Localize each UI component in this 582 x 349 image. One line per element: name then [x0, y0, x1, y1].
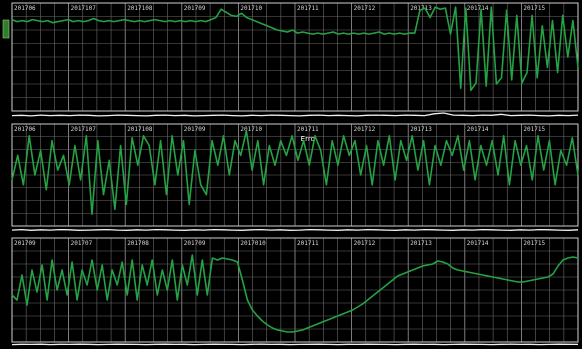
trace-line [11, 130, 579, 215]
tick-label: 201709 [184, 240, 206, 247]
tick-label: 201706 [14, 126, 36, 133]
trace-panel-1: 201706 2017107 2017108 201709 201710 201711 20… [11, 2, 579, 117]
tick-label: 2017107 [71, 5, 97, 12]
baseline-strip [11, 112, 579, 117]
tick-label: 201710 [240, 126, 262, 133]
tick-label: 2017108 [127, 5, 153, 12]
tick-label: 201711 [297, 240, 319, 247]
tick-label: 2017108 [127, 126, 153, 133]
tick-label: 201710 [240, 5, 262, 12]
tick-label: 2017107 [71, 126, 97, 133]
panel-grid [12, 3, 578, 111]
panel-grid [12, 238, 578, 342]
tick-label: 201712 [354, 5, 376, 12]
panel-frame [11, 237, 579, 343]
tick-label: 201713 [410, 240, 432, 247]
tick-label: 201715 [523, 126, 545, 133]
tick-label: 201715 [523, 240, 545, 247]
trace-panel-3: 201709 201707 201708 201709 2017010 201711 201… [11, 237, 579, 346]
tick-label: 201711 [297, 5, 319, 12]
channel-marker-icon [2, 19, 10, 39]
tick-label: 2017010 [240, 240, 266, 247]
tick-label: 201713 [410, 126, 432, 133]
baseline-strip [11, 228, 579, 231]
tick-label: 201709 [184, 5, 206, 12]
trace-line [11, 254, 579, 333]
tick-label: 201707 [71, 240, 93, 247]
tick-label: 201712 [354, 126, 376, 133]
tick-label: 201714 [467, 126, 489, 133]
tick-label: 201715 [523, 5, 545, 12]
tick-label: 201714 [467, 240, 489, 247]
tick-label: 201709 [14, 240, 36, 247]
trace-annotation: Erro [301, 135, 315, 143]
tick-label: 201712 [354, 240, 376, 247]
tick-label: 201711 [297, 126, 319, 133]
panel-frame [11, 2, 579, 112]
tick-label: 201709 [184, 126, 206, 133]
tick-label: 201708 [127, 240, 149, 247]
tick-label: 201714 [467, 5, 489, 12]
trace-panel-2: 201706 2017107 2017108 201709 201710 201711 20… [11, 123, 579, 231]
panel-grid [12, 124, 578, 226]
tick-label: 201706 [14, 5, 36, 12]
trace-line [11, 6, 579, 92]
tick-label: 201713 [410, 5, 432, 12]
